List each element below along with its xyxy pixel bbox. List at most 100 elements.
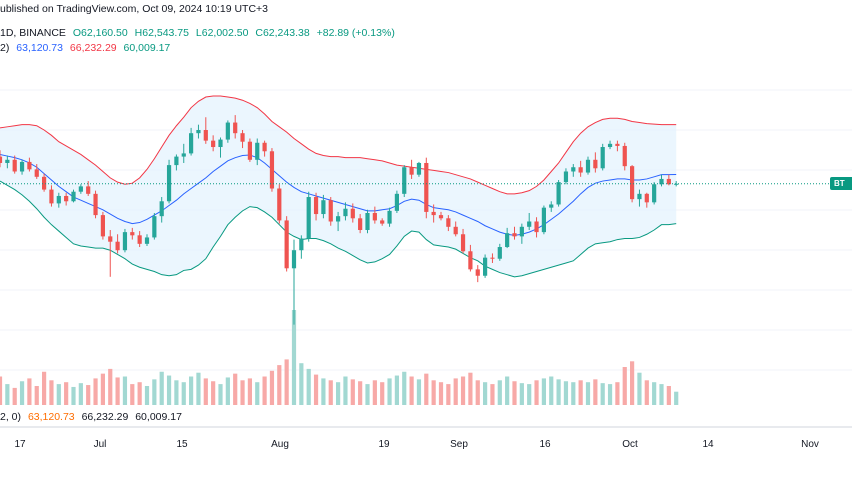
candle [402, 165, 407, 198]
candle [615, 140, 620, 152]
volume-bar [512, 381, 517, 405]
candle [27, 157, 32, 172]
candle-body [593, 159, 598, 169]
candle-body [460, 234, 466, 252]
volume-bar [571, 382, 576, 405]
candle-body [519, 226, 524, 237]
volume-bar [549, 376, 554, 405]
candle [600, 143, 605, 171]
candle [108, 230, 113, 277]
candle-body [277, 188, 282, 221]
candle [211, 135, 216, 152]
candle [365, 209, 370, 234]
candle [269, 148, 275, 192]
candle-body [240, 133, 245, 142]
candle [424, 157, 429, 219]
candle-body [306, 197, 311, 239]
candle [233, 115, 238, 139]
candle [336, 211, 341, 232]
candle-body [78, 186, 83, 192]
volume-bar [12, 387, 17, 405]
candle [159, 197, 164, 223]
candle-body [64, 195, 69, 202]
volume-bar [365, 384, 370, 405]
time-tick-label: Nov [801, 439, 819, 450]
candle-body [600, 147, 605, 169]
candle [387, 207, 392, 227]
candle-body [630, 166, 635, 200]
candle [203, 117, 208, 144]
time-tick-label: 17 [14, 439, 26, 450]
candle [652, 182, 657, 205]
volume-bar [49, 380, 54, 405]
volume-bar [446, 384, 451, 405]
candle [196, 124, 201, 139]
candle-body [490, 257, 495, 259]
candle-body [512, 233, 517, 237]
candle-body [255, 142, 260, 160]
candle-body [534, 221, 539, 233]
volume-bar [527, 384, 532, 405]
candle [607, 140, 613, 150]
candle [358, 214, 363, 234]
candle-body [541, 207, 546, 233]
candle-body [196, 130, 201, 134]
candle [313, 192, 319, 221]
candle-body [453, 226, 458, 235]
candle [115, 234, 120, 254]
candle-body [233, 122, 238, 134]
volume-bar [475, 380, 480, 405]
volume-bar [64, 382, 69, 405]
candle-body [313, 197, 319, 215]
candle [578, 160, 583, 177]
candle-body [644, 193, 649, 203]
candle-body [571, 167, 576, 172]
volume-bar [431, 380, 436, 405]
candle [71, 189, 76, 203]
volume-bar [5, 384, 10, 405]
candle-body [652, 184, 657, 203]
volume-bar [93, 378, 98, 405]
candle [519, 223, 524, 244]
time-axis: 17 Jul 15 Aug 19 Sep 16 Oct 14 Nov [14, 439, 818, 450]
candle-body [416, 162, 422, 175]
candle-body [380, 220, 385, 224]
volume-bar [144, 386, 150, 405]
volume-bar [343, 376, 348, 405]
candle [42, 173, 47, 192]
candle-body [659, 178, 664, 185]
candle [372, 206, 377, 224]
candle [277, 184, 282, 224]
candle-body [350, 208, 355, 219]
candle [19, 159, 25, 175]
volume-bar [593, 379, 598, 405]
candles [0, 115, 679, 325]
candle-body [336, 216, 341, 222]
volume-bar [71, 386, 76, 405]
candle-body [49, 189, 54, 204]
candle-body [159, 201, 164, 217]
volume-bar [78, 383, 83, 405]
volume-bar [674, 391, 679, 405]
candle-body [284, 220, 289, 269]
candle-body [527, 221, 532, 227]
volume-bar [247, 378, 252, 405]
candle-body [42, 176, 47, 190]
candle-body [130, 232, 135, 236]
candle [225, 120, 230, 143]
candle-body [174, 156, 179, 166]
volume-bar [630, 361, 635, 405]
candle-body [93, 193, 98, 216]
bb-legend[interactable]: 2) 63,120.73 66,232.29 60,009.17 [0, 42, 174, 54]
volume-bar [453, 378, 458, 405]
candle-body [27, 161, 32, 170]
volume-bar [519, 383, 524, 405]
volume-legend[interactable]: 2, 0) 63,120.73 66,232.29 60,009.17 [0, 411, 186, 423]
candle-body [563, 171, 569, 183]
candle-body [505, 233, 510, 248]
volume-bar [122, 376, 128, 405]
candle [64, 192, 69, 206]
candle-body [203, 130, 208, 141]
candle [56, 192, 61, 208]
